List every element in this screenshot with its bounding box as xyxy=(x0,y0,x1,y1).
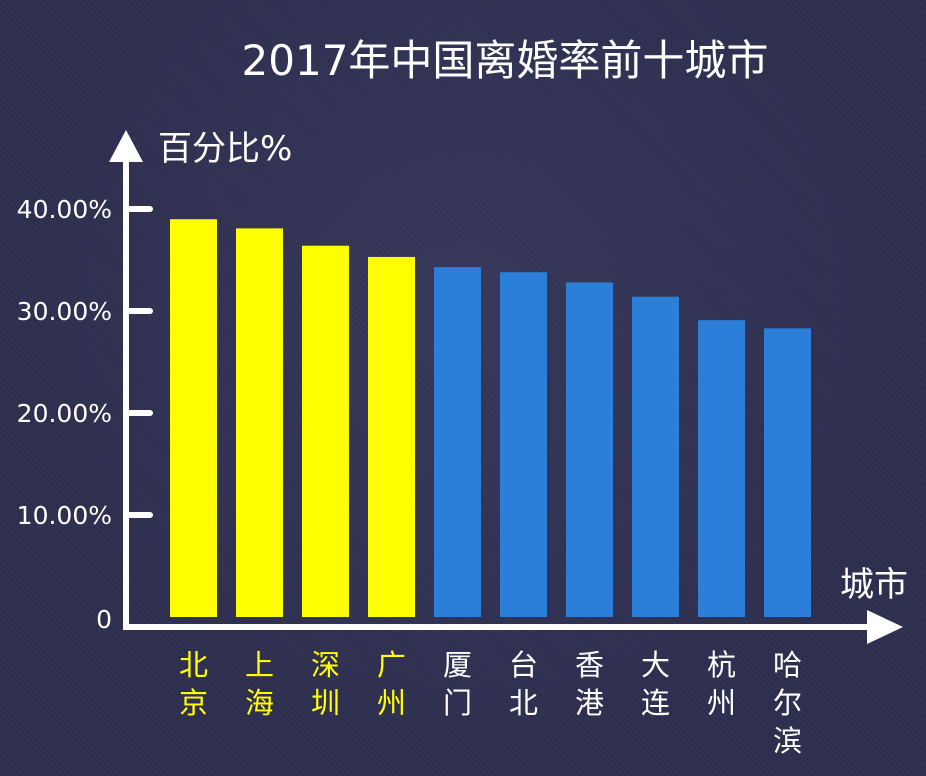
y-tick-label: 30.00% xyxy=(17,297,112,326)
bar xyxy=(368,256,415,617)
y-tick-label: 40.00% xyxy=(17,195,112,224)
bar xyxy=(698,320,745,617)
bar xyxy=(500,272,547,617)
bars xyxy=(170,219,811,617)
x-tick-label: 杭州 xyxy=(707,648,736,720)
x-tick-label: 厦门 xyxy=(443,648,472,720)
x-axis-arrow xyxy=(867,610,903,644)
x-tick-label: 广州 xyxy=(377,648,406,720)
bar xyxy=(764,328,811,617)
bar xyxy=(236,228,283,617)
chart-title: 2017年中国离婚率前十城市 xyxy=(242,36,769,85)
y-axis-arrow xyxy=(109,130,143,162)
x-tick-label: 大连 xyxy=(641,648,670,720)
bar xyxy=(632,296,679,617)
x-tick-label: 哈尔滨 xyxy=(773,648,802,758)
bar xyxy=(302,245,349,617)
y-tick-label: 20.00% xyxy=(17,399,112,428)
bar xyxy=(566,282,613,617)
y-axis-ticks: 0 10.00% 20.00% 30.00% 40.00% xyxy=(17,195,153,634)
x-tick-label: 上海 xyxy=(245,648,274,720)
x-tick-label: 北京 xyxy=(179,648,208,720)
x-tick-label: 香港 xyxy=(575,648,604,720)
y-tick-label: 10.00% xyxy=(17,501,112,530)
x-axis-title: 城市 xyxy=(840,565,908,605)
x-tick-label: 台北 xyxy=(509,648,538,720)
x-tick-label: 深圳 xyxy=(311,648,340,720)
y-tick-label: 0 xyxy=(96,605,112,634)
bar xyxy=(170,219,217,617)
bar xyxy=(434,267,481,617)
y-axis-title: 百分比% xyxy=(158,129,292,169)
axes xyxy=(109,130,903,644)
